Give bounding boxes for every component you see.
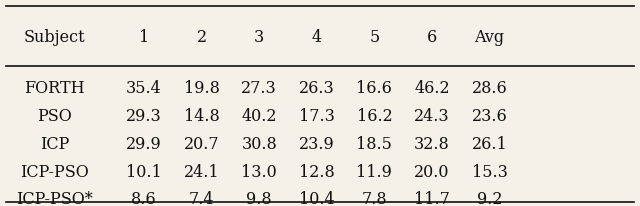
Text: 19.8: 19.8: [184, 80, 220, 97]
Text: 11.9: 11.9: [356, 164, 392, 180]
Text: 23.9: 23.9: [299, 136, 335, 153]
Text: 16.6: 16.6: [356, 80, 392, 97]
Text: PSO: PSO: [37, 108, 72, 125]
Text: 26.3: 26.3: [299, 80, 335, 97]
Text: 11.7: 11.7: [414, 191, 450, 206]
Text: 23.6: 23.6: [472, 108, 508, 125]
Text: 15.3: 15.3: [472, 164, 508, 180]
Text: 12.8: 12.8: [299, 164, 335, 180]
Text: 18.5: 18.5: [356, 136, 392, 153]
Text: 24.3: 24.3: [414, 108, 450, 125]
Text: 5: 5: [369, 29, 380, 46]
Text: 3: 3: [254, 29, 264, 46]
Text: FORTH: FORTH: [24, 80, 84, 97]
Text: 1: 1: [139, 29, 149, 46]
Text: ICP-PSO: ICP-PSO: [20, 164, 89, 180]
Text: 26.1: 26.1: [472, 136, 508, 153]
Text: 10.4: 10.4: [299, 191, 335, 206]
Text: 13.0: 13.0: [241, 164, 277, 180]
Text: 9.8: 9.8: [246, 191, 272, 206]
Text: 4: 4: [312, 29, 322, 46]
Text: Avg: Avg: [474, 29, 505, 46]
Text: 16.2: 16.2: [356, 108, 392, 125]
Text: 35.4: 35.4: [126, 80, 162, 97]
Text: ICP: ICP: [40, 136, 69, 153]
Text: 6: 6: [427, 29, 437, 46]
Text: 28.6: 28.6: [472, 80, 508, 97]
Text: 30.8: 30.8: [241, 136, 277, 153]
Text: 9.2: 9.2: [477, 191, 502, 206]
Text: 14.8: 14.8: [184, 108, 220, 125]
Text: 29.3: 29.3: [126, 108, 162, 125]
Text: 17.3: 17.3: [299, 108, 335, 125]
Text: 7.8: 7.8: [362, 191, 387, 206]
Text: 40.2: 40.2: [241, 108, 277, 125]
Text: 10.1: 10.1: [126, 164, 162, 180]
Text: 32.8: 32.8: [414, 136, 450, 153]
Text: 8.6: 8.6: [131, 191, 157, 206]
Text: 20.7: 20.7: [184, 136, 220, 153]
Text: 29.9: 29.9: [126, 136, 162, 153]
Text: 27.3: 27.3: [241, 80, 277, 97]
Text: 2: 2: [196, 29, 207, 46]
Text: ICP-PSO*: ICP-PSO*: [16, 191, 93, 206]
Text: Subject: Subject: [24, 29, 85, 46]
Text: 7.4: 7.4: [189, 191, 214, 206]
Text: 46.2: 46.2: [414, 80, 450, 97]
Text: 20.0: 20.0: [414, 164, 450, 180]
Text: 24.1: 24.1: [184, 164, 220, 180]
